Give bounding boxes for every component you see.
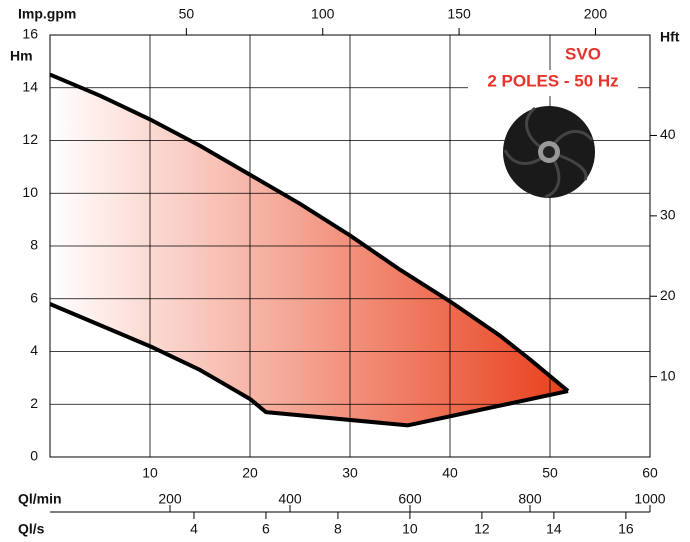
curve <box>49 302 569 428</box>
y-tick-label: 0 <box>30 448 38 464</box>
axis-tick-label: 16 <box>618 521 634 537</box>
y-tick-label: 4 <box>30 342 38 358</box>
y-tick-label: 10 <box>22 184 38 200</box>
axis-tick-label: 400 <box>278 491 302 507</box>
annotation: SVO <box>565 44 601 63</box>
annotation: 2 POLES - 50 Hz <box>487 71 618 90</box>
axis-tick-label: 12 <box>474 521 490 537</box>
x-tick-label: 60 <box>642 465 658 481</box>
axis-tick-label: 1000 <box>634 491 665 507</box>
axis-tick-label: 800 <box>518 491 542 507</box>
axis-tick-label: 10 <box>402 521 418 537</box>
x-tick-label: 30 <box>342 465 358 481</box>
axis-tick-label: 200 <box>584 6 608 22</box>
y2-tick-label: 30 <box>660 207 676 223</box>
x-tick-label: 50 <box>542 465 558 481</box>
axis-label: Ql/s <box>18 521 45 537</box>
y-tick-label: 14 <box>22 78 38 94</box>
y2-tick-label: 40 <box>660 126 676 142</box>
axis-tick-label: 600 <box>398 491 422 507</box>
axis-tick-label: 200 <box>158 491 182 507</box>
x-tick-label: 10 <box>142 465 158 481</box>
impeller-icon <box>503 106 595 199</box>
x-tick-label: 20 <box>242 465 258 481</box>
axis-tick-label: 14 <box>546 521 562 537</box>
y-tick-label: 12 <box>22 131 38 147</box>
y-tick-label: 2 <box>30 395 38 411</box>
axis-label: Imp.gpm <box>18 6 76 22</box>
curve <box>49 72 570 393</box>
y-axis-label: Hm <box>10 48 33 64</box>
y-tick-label: 16 <box>22 26 38 42</box>
axis-label: Ql/min <box>18 491 62 507</box>
range-fill <box>50 74 568 426</box>
y2-tick-label: 20 <box>660 287 676 303</box>
axis-tick-label: 4 <box>190 521 198 537</box>
plot-frame <box>49 34 651 458</box>
y2-axis-label: Hft <box>660 29 680 45</box>
axis-tick-label: 50 <box>179 6 195 22</box>
axis-tick-label: 6 <box>262 521 270 537</box>
axis-tick-label: 8 <box>334 521 342 537</box>
axis-tick-label: 100 <box>311 6 335 22</box>
axis-tick-label: 150 <box>447 6 471 22</box>
annotation-background <box>468 70 638 96</box>
x-tick-label: 40 <box>442 465 458 481</box>
y-tick-label: 8 <box>30 237 38 253</box>
y2-tick-label: 10 <box>660 367 676 383</box>
y-tick-label: 6 <box>30 289 38 305</box>
